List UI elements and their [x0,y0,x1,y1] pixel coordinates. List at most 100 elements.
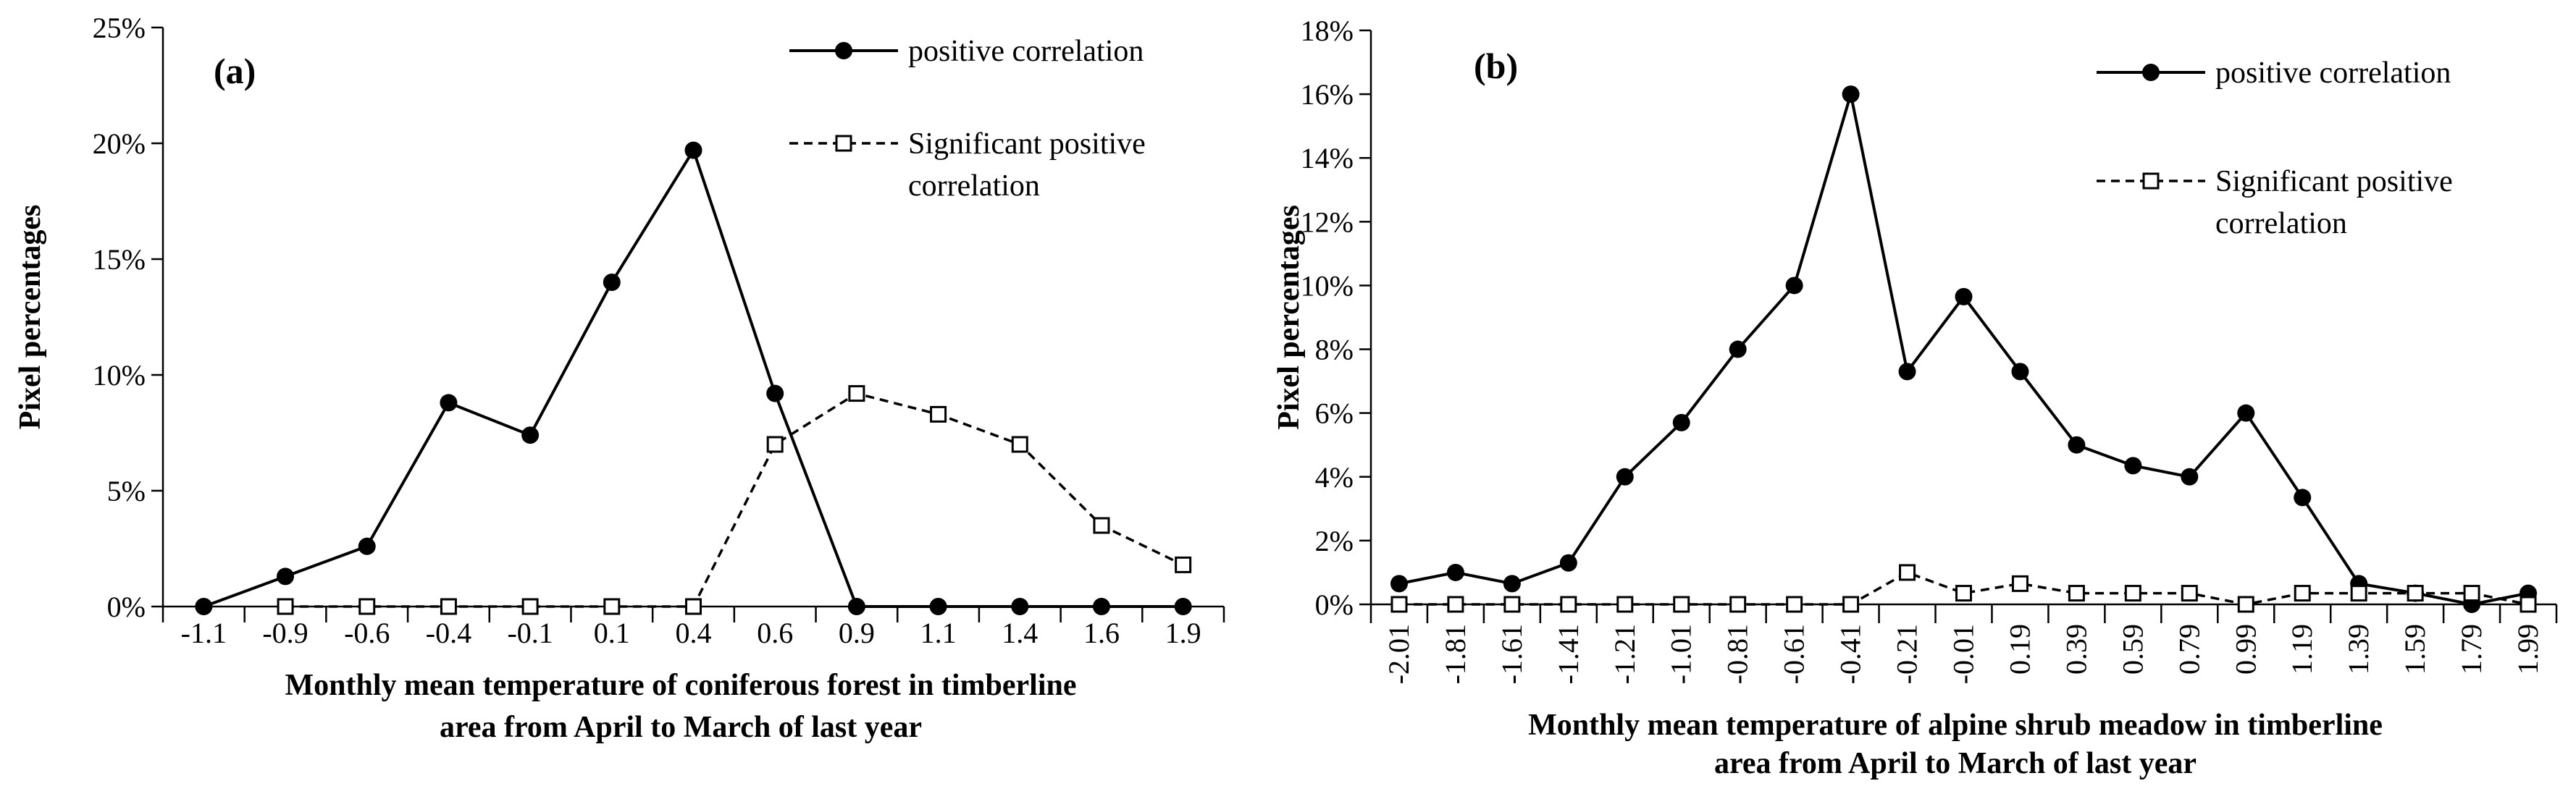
x-tick-label: 1.99 [2512,624,2544,675]
y-tick-label: 10% [1301,269,1354,302]
series-line-significant [285,392,1184,608]
data-point-positive [2294,489,2312,507]
data-point-positive [603,274,621,291]
data-point-significant [1616,596,1634,613]
x-tick-label: -0.1 [507,617,553,649]
data-point-significant [2124,585,2141,602]
data-point-significant [521,598,539,615]
panel-label: (b) [1474,46,1518,86]
y-tick-label: 20% [93,127,146,160]
legend-marker-significant [2142,172,2160,190]
data-point-significant [1899,564,1916,581]
data-point-significant [766,436,784,453]
x-tick-label: 1.59 [2399,624,2431,675]
data-point-positive [929,598,947,615]
data-point-positive [2181,468,2199,486]
data-point-significant [2068,585,2085,602]
legend: positive correlation Significant positive… [789,35,1146,203]
y-tick-label: 14% [1301,142,1354,174]
data-point-positive [1092,598,1110,615]
data-point-significant [2407,585,2424,602]
data-point-significant [2520,596,2537,613]
data-point-significant [2294,585,2311,602]
legend-label-significant: correlation [908,169,1040,203]
x-tick-label: 1.79 [2455,624,2488,675]
data-point-positive [1616,468,1634,486]
data-point-positive [1446,563,1464,581]
legend-label-positive: positive correlation [908,35,1144,68]
x-tick-label: -2.01 [1383,624,1415,684]
x-tick-label: -1.41 [1552,624,1585,684]
x-tick-label: 0.19 [2003,624,2036,675]
x-axis-title: Monthly mean temperature of coniferous f… [285,669,1077,702]
data-point-positive [195,598,213,615]
data-point-significant [1503,596,1521,613]
data-point-positive [1174,598,1192,615]
x-tick-label: -0.4 [426,617,471,649]
data-point-positive [1729,340,1747,358]
data-point-positive [277,567,295,586]
data-point-significant [1175,556,1192,573]
x-tick-label: 1.19 [2286,624,2318,675]
data-point-significant [1955,585,1972,602]
data-point-significant [2463,585,2480,602]
y-tick-label: 8% [1315,334,1354,366]
data-point-positive [1011,598,1029,615]
y-tick-label: 0% [1315,588,1354,621]
x-axis-title: area from April to March of last year [1714,747,2197,780]
data-point-positive [1672,413,1690,431]
x-tick-label: -1.1 [181,617,227,649]
data-point-positive [2124,457,2142,475]
data-point-significant [440,598,457,615]
data-point-positive [1785,276,1803,295]
data-point-positive [1955,287,1973,305]
legend-label-significant: correlation [2215,207,2347,240]
data-point-positive [1898,363,1916,381]
x-tick-label: 0.4 [676,617,712,649]
data-point-positive [2068,436,2086,454]
data-point-significant [848,385,865,402]
x-tick-label: -1.21 [1608,624,1641,684]
y-tick-label: 0% [107,591,146,623]
y-tick-label: 5% [107,475,146,507]
data-point-significant [1560,596,1577,613]
x-tick-label: 0.79 [2173,624,2205,675]
data-point-significant [1093,517,1110,534]
data-point-positive [440,394,458,412]
legend: positive correlation Significant positive… [2097,56,2453,240]
data-point-significant [1390,596,1408,613]
x-tick-label: -0.81 [1721,624,1754,684]
y-tick-label: 16% [1301,78,1354,111]
data-point-significant [930,405,947,423]
legend-label-significant: Significant positive [908,127,1146,161]
data-point-significant [1786,596,1803,613]
data-point-significant [1011,436,1028,453]
data-point-positive [1559,554,1577,572]
x-tick-label: 1.4 [1002,617,1038,649]
data-point-significant [277,598,294,615]
y-tick-label: 4% [1315,461,1354,494]
x-axis-title: area from April to March of last year [440,711,922,744]
x-tick-label: 1.39 [2342,624,2375,675]
x-tick-label: 1.6 [1083,617,1120,649]
data-point-significant [685,598,702,615]
legend-label-significant: Significant positive [2215,165,2453,198]
x-tick-label: -1.01 [1665,624,1698,684]
data-point-positive [358,537,376,555]
data-point-significant [1842,596,1860,613]
data-point-significant [2011,575,2029,592]
data-point-significant [2181,585,2198,602]
data-point-positive [1503,575,1521,593]
y-tick-label: 15% [93,243,146,276]
data-point-significant [1447,596,1464,613]
panel-label: (a) [214,51,256,91]
y-tick-label: 18% [1301,14,1354,47]
data-point-significant [1729,596,1747,613]
legend-marker-positive [835,42,852,59]
chart-panel-b: 0% 2% 4% 6% 8% 10% 12% 14% 16% 18% -2.01 -1.81 -1.61… [1272,14,2558,780]
y-tick-label: 2% [1315,525,1354,557]
x-tick-label: -0.61 [1778,624,1811,684]
data-point-significant [1673,596,1690,613]
series-line-positive [203,146,1183,608]
